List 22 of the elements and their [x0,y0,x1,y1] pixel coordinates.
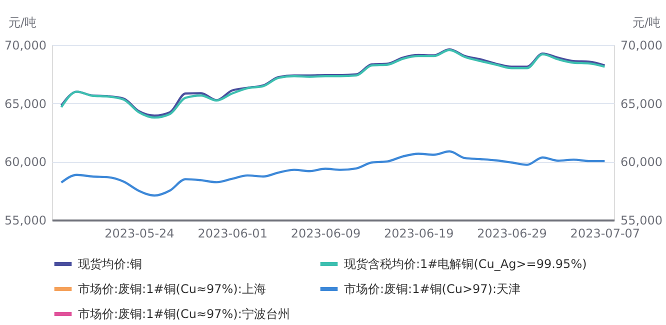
x-tick-label: 2023-06-09 [290,226,361,240]
y-tick-label: 70,000 [4,38,46,52]
y2-tick-label: 70,000 [620,38,662,52]
x-tick-label: 2023-06-19 [384,226,454,240]
legend-label: 现货均价:铜 [78,257,142,271]
legend-label: 市场价:废铜:1#铜(Cu≈97%):宁波台州 [78,307,290,321]
legend-label: 现货含税均价:1#电解铜(Cu_Ag>=99.95%) [344,257,587,271]
y2-tick-label: 55,000 [620,214,662,228]
y-tick-label: 55,000 [4,214,46,228]
legend-label: 市场价:废铜:1#铜(Cu>97):天津 [344,282,520,296]
y-axis-title: 元/吨 [8,16,37,30]
x-tick-label: 2023-06-01 [198,226,268,240]
x-tick-label: 2023-06-29 [477,226,547,240]
y2-axis-title: 元/吨 [632,16,660,30]
y2-tick-label: 60,000 [620,155,662,170]
line-series [60,150,606,197]
x-tick-label: 2023-05-24 [104,226,174,240]
y2-tick-label: 65,000 [620,96,662,111]
legend-label: 市场价:废铜:1#铜(Cu≈97%):上海 [78,282,266,296]
y-tick-label: 65,000 [4,96,46,111]
x-tick-label: 2023-07-07 [570,226,640,240]
y-tick-label: 60,000 [4,155,46,170]
